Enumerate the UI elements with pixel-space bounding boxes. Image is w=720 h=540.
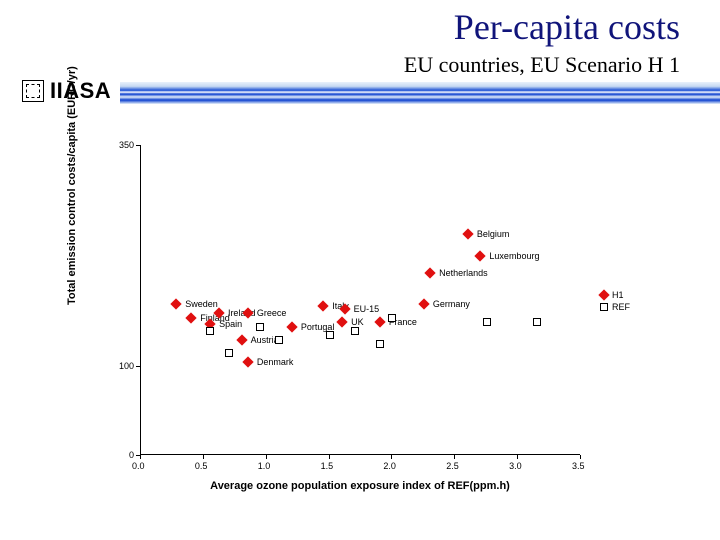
data-point	[376, 340, 384, 348]
data-point	[256, 323, 264, 331]
x-tick-label: 3.5	[572, 461, 585, 471]
data-point-label: EU-15	[354, 304, 380, 314]
page-title: Per-capita costs	[454, 6, 680, 48]
y-tick-label: 0	[104, 450, 134, 460]
x-tick-label: 1.0	[258, 461, 271, 471]
legend-item: REF	[600, 302, 670, 312]
data-point-label: Luxembourg	[489, 251, 539, 261]
y-tick-label: 350	[104, 140, 134, 150]
scatter-chart: Total emission control costs/capita (EUR…	[70, 135, 670, 505]
y-tick	[136, 366, 140, 367]
data-point	[336, 316, 347, 327]
data-point	[351, 327, 359, 335]
data-point-label: Netherlands	[439, 268, 488, 278]
data-point	[286, 321, 297, 332]
x-tick	[329, 455, 330, 459]
data-point	[533, 318, 541, 326]
data-point	[388, 314, 396, 322]
plot-area: SwedenFinlandIrelandSpainGreeceAustriaDe…	[140, 145, 580, 455]
x-axis-title: Average ozone population exposure index …	[140, 480, 580, 492]
data-point	[418, 299, 429, 310]
legend-label: REF	[612, 302, 630, 312]
x-tick	[140, 455, 141, 459]
x-tick-label: 0.5	[195, 461, 208, 471]
data-point-label: Sweden	[185, 299, 218, 309]
x-tick	[391, 455, 392, 459]
x-tick	[266, 455, 267, 459]
data-point	[374, 316, 385, 327]
diamond-icon	[598, 289, 609, 300]
iiasa-label: IIASA	[50, 78, 111, 104]
data-point	[186, 312, 197, 323]
x-tick-label: 1.5	[321, 461, 334, 471]
data-point-label: Greece	[257, 308, 287, 318]
data-point	[225, 349, 233, 357]
x-tick-label: 0.0	[132, 461, 145, 471]
data-point-label: Spain	[219, 319, 242, 329]
data-point	[171, 299, 182, 310]
data-point	[242, 356, 253, 367]
x-tick	[517, 455, 518, 459]
data-point	[236, 334, 247, 345]
data-point-label: Belgium	[477, 229, 510, 239]
data-point	[424, 268, 435, 279]
x-tick	[580, 455, 581, 459]
square-icon	[600, 303, 608, 311]
legend-item: H1	[600, 290, 670, 300]
data-point-label: Denmark	[257, 357, 294, 367]
data-point-label: Germany	[433, 299, 470, 309]
data-point	[462, 228, 473, 239]
data-point	[326, 331, 334, 339]
y-tick-label: 100	[104, 361, 134, 371]
page-subtitle: EU countries, EU Scenario H 1	[404, 52, 680, 78]
y-axis-title: Total emission control costs/capita (EUR…	[66, 66, 78, 305]
x-tick-label: 2.0	[383, 461, 396, 471]
x-tick	[203, 455, 204, 459]
data-point	[318, 301, 329, 312]
data-point-label: Portugal	[301, 322, 335, 332]
x-tick-label: 2.5	[446, 461, 459, 471]
chart-legend: H1 REF	[600, 290, 670, 314]
iiasa-logo-icon	[22, 80, 44, 102]
y-tick	[136, 145, 140, 146]
data-point-label: UK	[351, 317, 364, 327]
legend-label: H1	[612, 290, 624, 300]
y-tick	[136, 455, 140, 456]
x-tick-label: 3.0	[509, 461, 522, 471]
x-tick	[454, 455, 455, 459]
data-point	[475, 250, 486, 261]
data-point	[206, 327, 214, 335]
data-point	[483, 318, 491, 326]
banner-decoration	[120, 82, 720, 104]
data-point	[275, 336, 283, 344]
